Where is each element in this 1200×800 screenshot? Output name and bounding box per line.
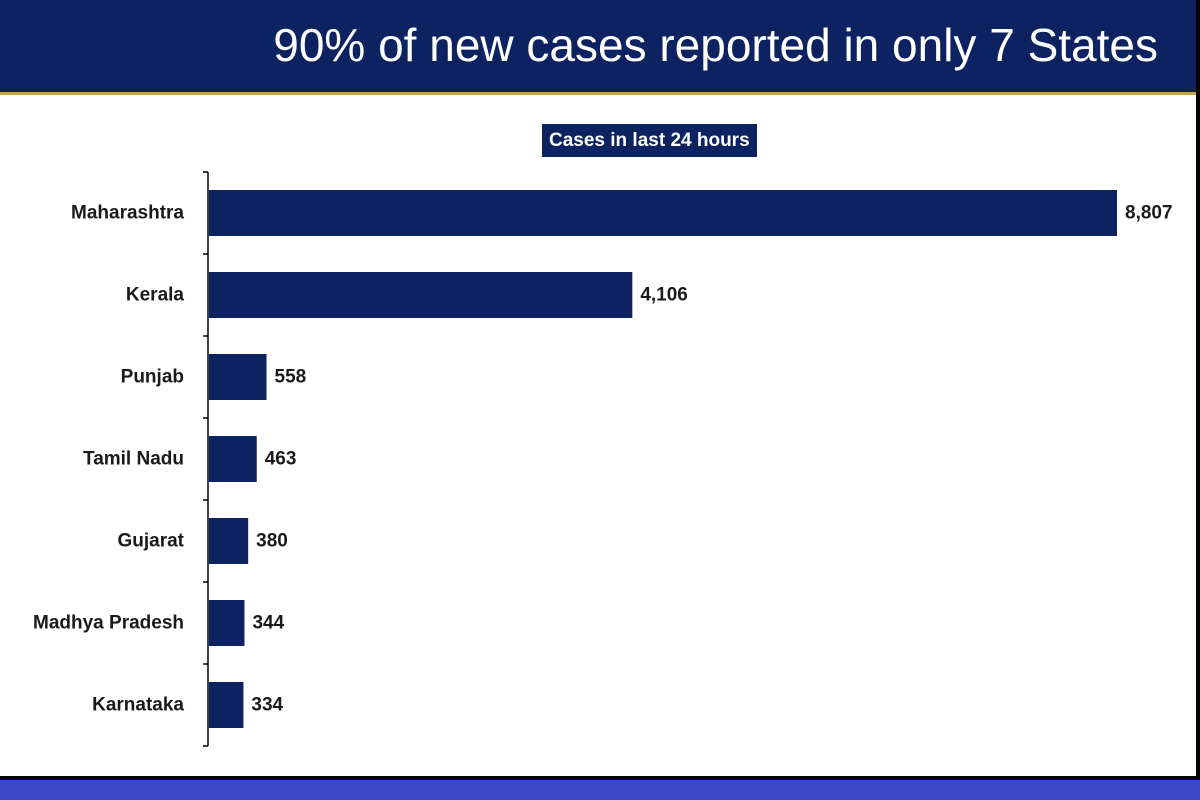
data-label: 344 bbox=[252, 613, 284, 634]
category-label: Madhya Pradesh bbox=[33, 613, 184, 634]
category-label: Kerala bbox=[126, 285, 185, 306]
data-label: 4,106 bbox=[640, 285, 688, 306]
bar-kerala bbox=[209, 272, 633, 318]
bottom-bar bbox=[0, 780, 1200, 800]
category-label: Karnataka bbox=[92, 695, 184, 716]
page-title: 90% of new cases reported in only 7 Stat… bbox=[273, 19, 1158, 71]
bar-punjab bbox=[209, 354, 267, 400]
bar-maharashtra bbox=[209, 190, 1117, 236]
bar-tamil-nadu bbox=[209, 436, 257, 482]
header-banner: 90% of new cases reported in only 7 Stat… bbox=[0, 0, 1196, 95]
category-label: Punjab bbox=[121, 367, 184, 388]
category-label: Tamil Nadu bbox=[83, 449, 184, 470]
data-label: 334 bbox=[251, 695, 283, 716]
bar-madhya-pradesh bbox=[209, 600, 245, 646]
data-label: 8,807 bbox=[1125, 203, 1173, 224]
category-label: Gujarat bbox=[117, 531, 184, 552]
data-label: 558 bbox=[275, 367, 307, 388]
chart-title: Cases in last 24 hours bbox=[542, 124, 757, 157]
slide: 90% of new cases reported in only 7 Stat… bbox=[0, 0, 1196, 776]
bar-karnataka bbox=[209, 682, 244, 728]
bar-gujarat bbox=[209, 518, 249, 564]
data-label: 380 bbox=[256, 531, 288, 552]
data-label: 463 bbox=[265, 449, 297, 470]
category-label: Maharashtra bbox=[71, 203, 184, 224]
bar-chart: Maharashtra Kerala Punjab Tamil Nadu Gujarat… bbox=[33, 171, 1173, 747]
